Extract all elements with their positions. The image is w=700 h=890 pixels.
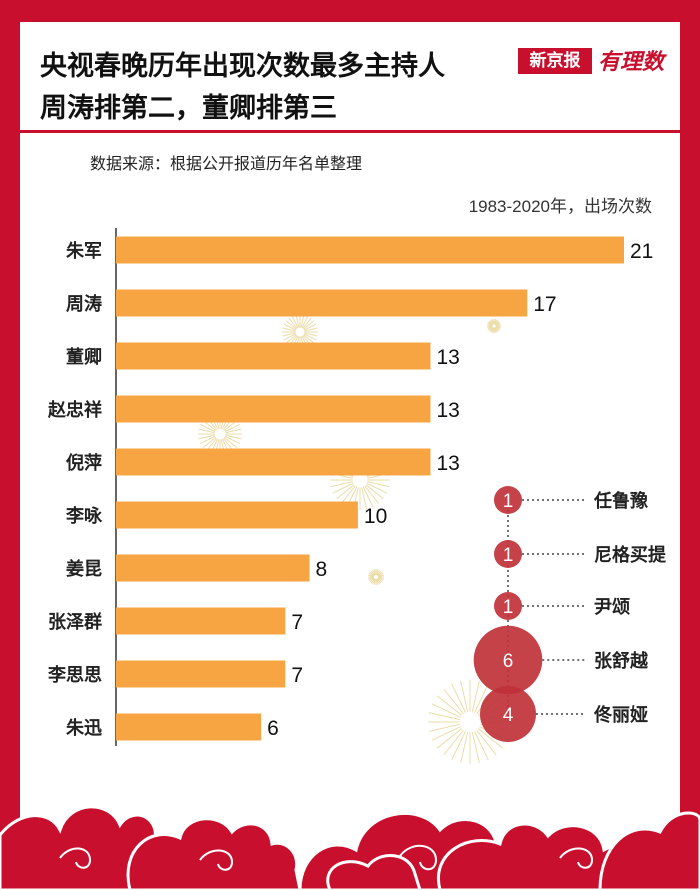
bubble: [480, 686, 536, 742]
bubble-value: 6: [503, 651, 514, 672]
bubble-value: 1: [503, 545, 514, 566]
bubble-label: 任鲁豫: [593, 490, 648, 512]
title-box: 央视春晚历年出现次数最多主持人 周涛排第二，董卿排第三 新京报 有理数: [20, 22, 680, 133]
bar: [116, 395, 431, 423]
bar: [116, 448, 431, 476]
bubble-value: 1: [503, 597, 514, 618]
value-label: 6: [267, 717, 279, 740]
value-label: 7: [291, 611, 303, 634]
bar: [116, 713, 262, 741]
bar: [116, 554, 310, 582]
bubble: [473, 625, 543, 695]
bubble: [494, 592, 522, 620]
chart-title: 央视春晚历年出现次数最多主持人: [40, 51, 445, 82]
cloud-decoration: [0, 805, 700, 890]
category-label: 朱迅: [66, 717, 103, 739]
category-label: 姜昆: [66, 558, 102, 580]
category-label: 赵忠祥: [47, 399, 102, 421]
category-label: 周涛: [66, 293, 102, 315]
bubble-value: 1: [503, 491, 514, 512]
value-label: 8: [316, 558, 328, 581]
bar: [116, 342, 431, 370]
category-label: 张泽群: [48, 611, 102, 633]
value-label: 13: [436, 399, 459, 422]
bubble-label: 尹颂: [594, 597, 630, 618]
bubble-label: 张舒越: [594, 650, 649, 672]
bar: [116, 501, 358, 529]
bar: [116, 289, 528, 317]
bar: [116, 607, 286, 635]
category-label: 李思思: [47, 665, 102, 686]
category-label: 李咏: [65, 506, 103, 527]
category-label: 倪萍: [66, 452, 102, 474]
category-label: 朱军: [66, 240, 102, 262]
xinjingbao-logo: 新京报: [518, 48, 592, 74]
bubble-label: 尼格买提: [594, 544, 667, 566]
youlishu-logo: 有理数: [598, 49, 665, 75]
value-label: 13: [436, 452, 459, 475]
value-label: 7: [291, 664, 303, 687]
bubble-value: 4: [503, 705, 514, 726]
value-label: 13: [436, 346, 459, 369]
bubble: [494, 486, 522, 514]
unit-label: 1983-2020年，出场次数: [469, 197, 652, 216]
value-label: 17: [533, 293, 556, 316]
chart-subtitle: 周涛排第二，董卿排第三: [40, 93, 337, 124]
category-label: 董卿: [66, 347, 102, 368]
bar: [116, 660, 286, 688]
data-source-note: 数据来源：根据公开报道历年名单整理: [90, 154, 363, 173]
bar: [116, 236, 624, 264]
bubble-label: 佟丽娅: [593, 704, 648, 726]
bubble: [494, 540, 522, 568]
value-label: 10: [364, 505, 387, 528]
value-label: 21: [630, 240, 653, 263]
